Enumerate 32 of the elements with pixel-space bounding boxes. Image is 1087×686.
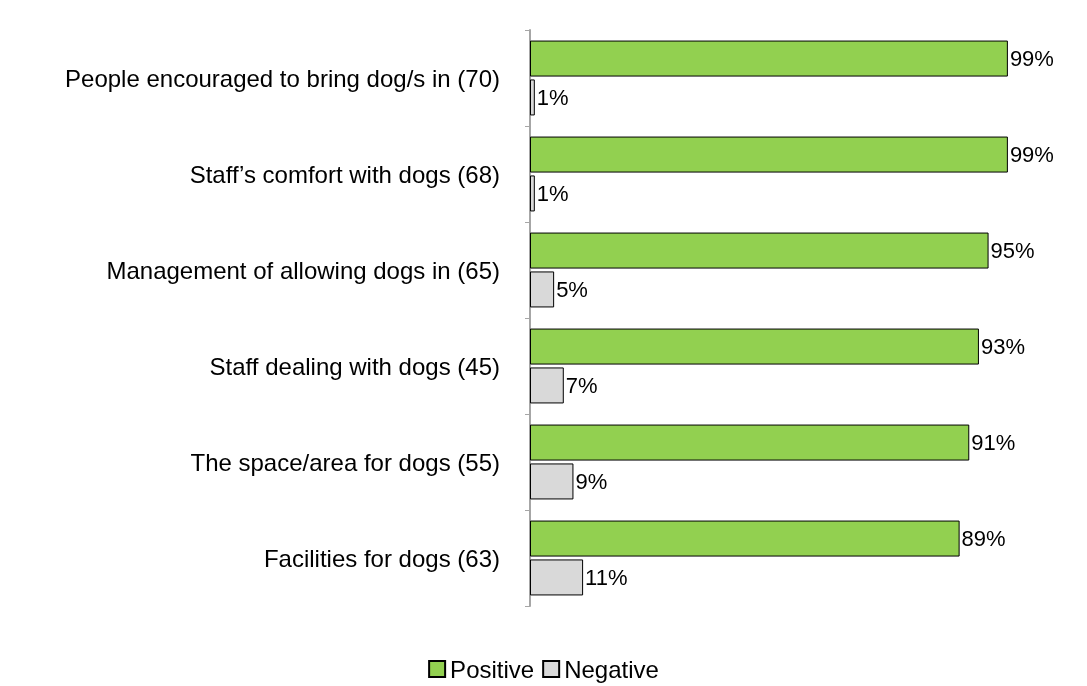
y-tick-label: Management of allowing dogs in (65) xyxy=(106,256,500,284)
bar xyxy=(530,271,555,308)
bar xyxy=(530,136,1008,173)
legend-label: Positive xyxy=(450,655,535,683)
data-label: 99% xyxy=(1009,46,1054,72)
y-tick-label: People encouraged to bring dog/s in (70) xyxy=(65,64,500,92)
y-tick-label: The space/area for dogs (55) xyxy=(190,448,500,476)
y-tick-label: Staff’s comfort with dogs (68) xyxy=(189,160,500,188)
data-label: 99% xyxy=(1009,142,1054,168)
data-label: 5% xyxy=(556,276,588,302)
bar xyxy=(530,328,979,365)
bar xyxy=(530,463,574,500)
data-label: 1% xyxy=(536,84,569,110)
data-label: 11% xyxy=(585,564,628,590)
data-label: 9% xyxy=(575,468,608,494)
data-label: 93% xyxy=(980,334,1025,360)
bar xyxy=(530,520,960,557)
data-label: 95% xyxy=(990,238,1035,264)
bar xyxy=(530,175,535,212)
data-label: 1% xyxy=(536,180,569,206)
bar xyxy=(530,232,989,269)
data-label: 89% xyxy=(961,526,1006,552)
bar xyxy=(530,79,535,116)
bar xyxy=(530,367,564,404)
bar xyxy=(530,40,1008,77)
y-tick-label: Facilities for dogs (63) xyxy=(263,544,500,572)
bar xyxy=(530,559,584,596)
data-label: 91% xyxy=(971,430,1016,456)
bar xyxy=(530,424,970,461)
data-label: 7% xyxy=(565,372,598,398)
legend-label: Negative xyxy=(564,655,659,683)
y-tick-label: Staff dealing with dogs (45) xyxy=(209,352,500,380)
